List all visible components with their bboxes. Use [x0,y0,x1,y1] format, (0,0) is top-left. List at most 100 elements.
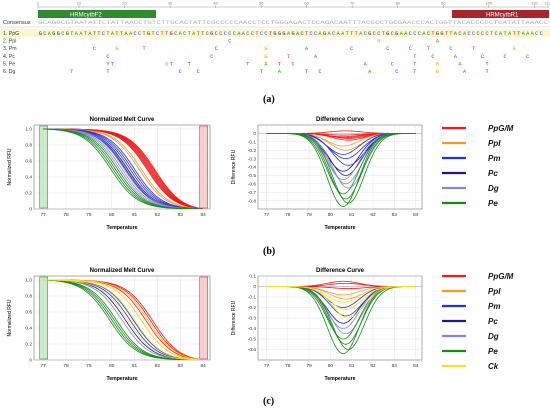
alignment-base: G [395,31,398,37]
alignment-base: C [449,46,452,52]
x-tick-label: 83 [392,212,398,218]
alignment-base: C [102,31,105,37]
alignment-base: C [197,69,200,75]
normalized-melt-curve-chart-c: Normalized Melt Curve 77 78 79 80 81 82 83 84 0 0.… [7,268,211,382]
alignment-base: C [395,69,398,75]
y-tick-label: 1.0 [25,278,32,284]
alignment-base: C [413,31,416,37]
x-tick-label: 79 [86,212,92,218]
x-tick-label: 80 [109,363,115,369]
alignment-base: A [179,31,183,37]
alignment-row-label: 3. Pm [3,46,17,52]
alignment-base: T [472,46,475,52]
y-tick-label: 0.2 [25,191,32,197]
difference-curve-chart-c: Difference Curve 77 78 79 80 81 82 83 84 0.1 0 -0.1… [231,268,423,382]
x-axis-label: Temperature [324,376,355,382]
alignment-base: A [422,31,426,37]
alignment-row-label: 4. Pc [3,54,15,60]
alignment-base: C [93,46,96,52]
melt-curve-line [43,128,204,209]
x-tick-label: 84 [200,363,206,369]
alignment-base: A [296,31,300,37]
alignment-base: T [260,69,263,75]
alignment-row-label: 5. Pe [3,61,15,67]
region-start-bar [39,276,49,360]
x-tick-label: 81 [132,212,138,218]
alignment-base: C [314,31,317,37]
y-tick-label: 0.8 [25,294,32,300]
alignment-base: A [242,31,246,37]
x-tick-label: 81 [349,212,355,218]
y-tick-label: -0.4 [248,165,257,171]
alignment-base: A [458,61,462,67]
alignment-base: C [291,61,294,67]
y-axis-label: Normalized RFU [7,148,13,185]
melt-curve-line [43,279,204,360]
alignment-base: T [486,69,489,75]
x-tick-label: 83 [392,363,398,369]
legend-label: Dg [488,184,499,193]
alignment-base: C [486,31,489,37]
alignment-base: C [156,31,159,37]
alignment-base: A [237,31,241,37]
alignment-base: A [192,31,196,37]
alignment-rows: 1. PpG G C A G G C G T A A T A T T C T A T T A A C C T G T C T T G C A C T… [3,31,543,75]
alignment-row-label: 1. PpG [3,31,19,37]
legend-label: PpG/M [488,272,514,281]
alignment-base: C [467,31,470,37]
alignment-base: A [129,31,133,37]
alignment-base: A [359,31,363,37]
alignment-base: T [255,31,258,37]
chart-title: Normalized Melt Curve [90,268,155,274]
alignment-base: T [355,31,358,37]
x-tick-label: 78 [285,212,291,218]
melt-curve-line [43,279,204,360]
alignment-base: A [278,69,282,75]
alignment-base: G [386,31,389,37]
x-tick-label: 84 [413,212,419,218]
alignment-row-label: 2. PpI [3,39,17,45]
reference-row-highlight [0,29,550,37]
y-tick-label: -0.8 [248,198,257,204]
alignment-base: T [278,61,281,67]
y-tick-label: -0.5 [248,337,257,343]
y-axis-label: Difference RFU [231,149,237,184]
alignment-ruler: 1102030405060708090100110113 [37,1,550,8]
ruler-tick-label: 113 [545,1,550,6]
ruler-tick-label: 80 [396,1,401,6]
legend-label: Pe [488,199,498,208]
primer-reverse-label: HRMcytbR1 [486,13,519,19]
alignment-base: C [246,31,249,37]
alignment-base: T [84,31,87,37]
x-axis-label: Temperature [324,225,355,231]
alignment-base: C [319,69,322,75]
ruler-tick-label: 10 [77,1,82,6]
alignment-base: A [454,54,458,60]
alignment-base: C [174,31,177,37]
alignment-base: T [413,69,416,75]
alignment-base: T [93,31,96,37]
ruler-tick-label: 30 [168,1,173,6]
y-tick-label: 1.0 [25,127,32,133]
chart-title: Normalized Melt Curve [90,117,155,123]
x-tick-label: 77 [264,363,270,369]
x-tick-label: 79 [306,212,312,218]
alignment-base: A [499,31,503,37]
y-tick-label: 0 [29,358,32,364]
alignment-base: T [70,69,73,75]
alignment-base: G [436,61,439,67]
y-tick-label: -0.6 [248,347,257,353]
alignment-base: G [147,31,150,37]
alignment-base: A [79,31,83,37]
x-tick-label: 79 [86,363,92,369]
alignment-base: T [431,31,434,37]
series-group [266,280,416,355]
legend-label: Pe [488,347,498,356]
panel-label-b: (b) [263,246,276,257]
alignment-base: G [165,61,168,67]
ruler-tick-label: 100 [485,1,492,6]
y-tick-label: 0 [253,131,256,137]
alignment-base: A [341,31,345,37]
x-tick-label: 80 [328,212,334,218]
y-tick-label: -0.7 [248,190,257,196]
